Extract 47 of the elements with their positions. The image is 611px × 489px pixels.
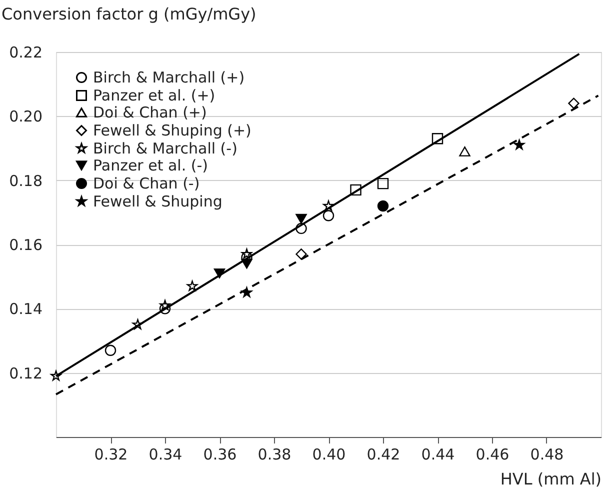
point xyxy=(186,280,198,291)
legend-label: Fewell & Shuping (+) xyxy=(93,122,252,140)
point xyxy=(323,200,334,211)
point xyxy=(160,300,170,310)
point xyxy=(377,178,389,190)
x-tick-label: 0.44 xyxy=(421,446,455,464)
x-tick-label: 0.36 xyxy=(203,446,237,464)
y-tick-label: 0.12 xyxy=(9,364,42,382)
point xyxy=(104,344,116,356)
legend-label: Doi & Chan (-) xyxy=(93,174,200,192)
y-tick-label: 0.18 xyxy=(9,172,42,190)
point xyxy=(459,146,470,156)
x-tick-label: 0.48 xyxy=(530,446,564,464)
y-tick-label: 0.14 xyxy=(9,300,42,318)
y-axis-title: Conversion factor g (mGy/mGy) xyxy=(2,4,256,24)
point xyxy=(568,98,580,109)
x-tick-label: 0.40 xyxy=(312,446,346,464)
x-tick-label: 0.32 xyxy=(94,446,128,464)
point xyxy=(322,210,334,222)
point xyxy=(50,370,62,381)
point xyxy=(241,258,252,269)
point xyxy=(296,248,307,260)
legend-label: Doi & Chan (+) xyxy=(93,104,207,122)
legend-label: Birch & Marchall (+) xyxy=(93,68,245,86)
x-tick-label: 0.42 xyxy=(366,446,400,464)
point xyxy=(214,268,226,278)
point xyxy=(432,133,444,144)
point xyxy=(296,214,307,224)
point xyxy=(132,319,144,330)
x-tick-label: 0.34 xyxy=(148,446,182,464)
point xyxy=(296,222,307,234)
legend-label: Panzer et al. (-) xyxy=(93,156,208,174)
x-axis-title: HVL (mm Al) xyxy=(500,470,602,488)
point xyxy=(377,200,389,212)
point xyxy=(350,184,362,196)
legend-label: Panzer et al. (+) xyxy=(93,86,216,104)
legend-label: Fewell & Shuping xyxy=(93,192,222,210)
y-tick-label: 0.20 xyxy=(9,108,42,126)
x-tick-label: 0.46 xyxy=(476,446,510,464)
point xyxy=(514,139,525,150)
y-tick-label: 0.22 xyxy=(9,44,42,62)
x-tick-label: 0.38 xyxy=(258,446,292,464)
point xyxy=(159,303,171,314)
point xyxy=(241,248,252,259)
point xyxy=(241,287,252,298)
legend-label: Birch & Marchall (-) xyxy=(93,140,238,158)
y-tick-label: 0.16 xyxy=(9,236,42,254)
